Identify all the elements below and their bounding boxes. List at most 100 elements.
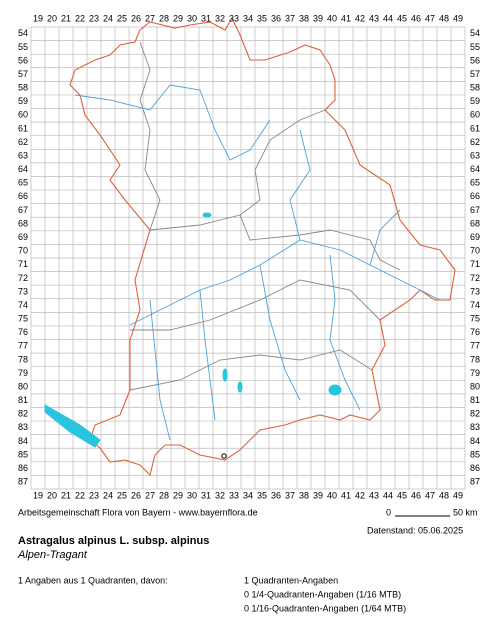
row-label: 64 — [18, 164, 28, 174]
row-label: 78 — [18, 354, 28, 364]
row-label: 65 — [18, 178, 28, 188]
column-label: 46 — [411, 490, 421, 500]
column-label: 23 — [89, 490, 99, 500]
column-label: 32 — [215, 490, 225, 500]
row-label: 67 — [18, 205, 28, 215]
row-label: 66 — [470, 191, 480, 201]
row-label: 61 — [470, 123, 480, 133]
row-label: 73 — [18, 286, 28, 296]
column-label: 34 — [243, 490, 253, 500]
column-label: 29 — [173, 13, 183, 23]
row-label: 81 — [18, 395, 28, 405]
row-label: 85 — [18, 449, 28, 459]
row-label: 75 — [470, 314, 480, 324]
row-label: 69 — [470, 232, 480, 242]
row-label: 79 — [18, 368, 28, 378]
column-label: 21 — [61, 490, 71, 500]
row-label: 71 — [18, 259, 28, 269]
column-label: 36 — [271, 490, 281, 500]
row-label: 84 — [470, 436, 480, 446]
row-label: 75 — [18, 314, 28, 324]
column-label: 35 — [257, 13, 267, 23]
row-label: 63 — [470, 150, 480, 160]
row-label: 62 — [18, 137, 28, 147]
column-label: 48 — [439, 13, 449, 23]
row-label: 73 — [470, 286, 480, 296]
row-label: 54 — [18, 28, 28, 38]
column-label: 49 — [453, 13, 463, 23]
column-label: 20 — [47, 490, 57, 500]
column-label: 24 — [103, 490, 113, 500]
column-label: 49 — [453, 490, 463, 500]
column-label: 36 — [271, 13, 281, 23]
column-label: 45 — [397, 13, 407, 23]
column-label: 45 — [397, 490, 407, 500]
row-label: 65 — [470, 178, 480, 188]
row-label: 56 — [470, 55, 480, 65]
row-label: 72 — [470, 273, 480, 283]
summary-line: 1 Quadranten-Angaben — [244, 575, 338, 585]
column-label: 19 — [33, 490, 43, 500]
column-label: 43 — [369, 13, 379, 23]
column-label: 43 — [369, 490, 379, 500]
column-label: 44 — [383, 13, 393, 23]
column-label: 33 — [229, 490, 239, 500]
row-label: 60 — [470, 110, 480, 120]
column-label: 26 — [131, 13, 141, 23]
column-label: 21 — [61, 13, 71, 23]
column-label: 37 — [285, 13, 295, 23]
column-label: 22 — [75, 13, 85, 23]
scale-start: 0 — [386, 507, 391, 517]
column-label: 41 — [341, 490, 351, 500]
row-label: 64 — [470, 164, 480, 174]
column-label: 34 — [243, 13, 253, 23]
column-label: 23 — [89, 13, 99, 23]
column-label: 27 — [145, 13, 155, 23]
row-label: 70 — [18, 246, 28, 256]
row-label: 71 — [470, 259, 480, 269]
summary-total: 1 Angaben aus 1 Quadranten, davon: — [18, 575, 168, 585]
row-label: 59 — [18, 96, 28, 106]
row-label: 83 — [18, 422, 28, 432]
column-label: 20 — [47, 13, 57, 23]
column-label: 38 — [299, 13, 309, 23]
row-label: 74 — [18, 300, 28, 310]
summary-line: 0 1/4-Quadranten-Angaben (1/16 MTB) — [244, 589, 401, 599]
row-label: 79 — [470, 368, 480, 378]
row-label: 77 — [470, 341, 480, 351]
column-label: 31 — [201, 490, 211, 500]
rivers — [74, 84, 441, 441]
column-label: 26 — [131, 490, 141, 500]
row-label: 85 — [470, 449, 480, 459]
column-label: 44 — [383, 490, 393, 500]
row-label: 82 — [470, 409, 480, 419]
column-label: 40 — [327, 13, 337, 23]
row-label: 56 — [18, 55, 28, 65]
species-name: Astragalus alpinus L. subsp. alpinus — [18, 535, 209, 547]
column-label: 37 — [285, 490, 295, 500]
row-label: 72 — [18, 273, 28, 283]
column-label: 40 — [327, 490, 337, 500]
credit: Arbeitsgemeinschaft Flora von Bayern - w… — [18, 507, 258, 517]
scale-end: 50 km — [453, 507, 478, 517]
row-label: 74 — [470, 300, 480, 310]
row-label: 54 — [470, 28, 480, 38]
row-label: 55 — [470, 42, 480, 52]
column-label: 30 — [187, 13, 197, 23]
column-label: 42 — [355, 490, 365, 500]
row-label: 80 — [18, 381, 28, 391]
district-borders — [129, 41, 401, 391]
row-label: 62 — [470, 137, 480, 147]
row-label: 70 — [470, 246, 480, 256]
column-label: 25 — [117, 13, 127, 23]
row-label: 80 — [470, 381, 480, 391]
row-label: 86 — [18, 463, 28, 473]
column-label: 25 — [117, 490, 127, 500]
column-label: 28 — [159, 13, 169, 23]
column-label: 35 — [257, 490, 267, 500]
column-label: 31 — [201, 13, 211, 23]
column-label: 38 — [299, 490, 309, 500]
row-label: 81 — [470, 395, 480, 405]
row-label: 68 — [18, 218, 28, 228]
